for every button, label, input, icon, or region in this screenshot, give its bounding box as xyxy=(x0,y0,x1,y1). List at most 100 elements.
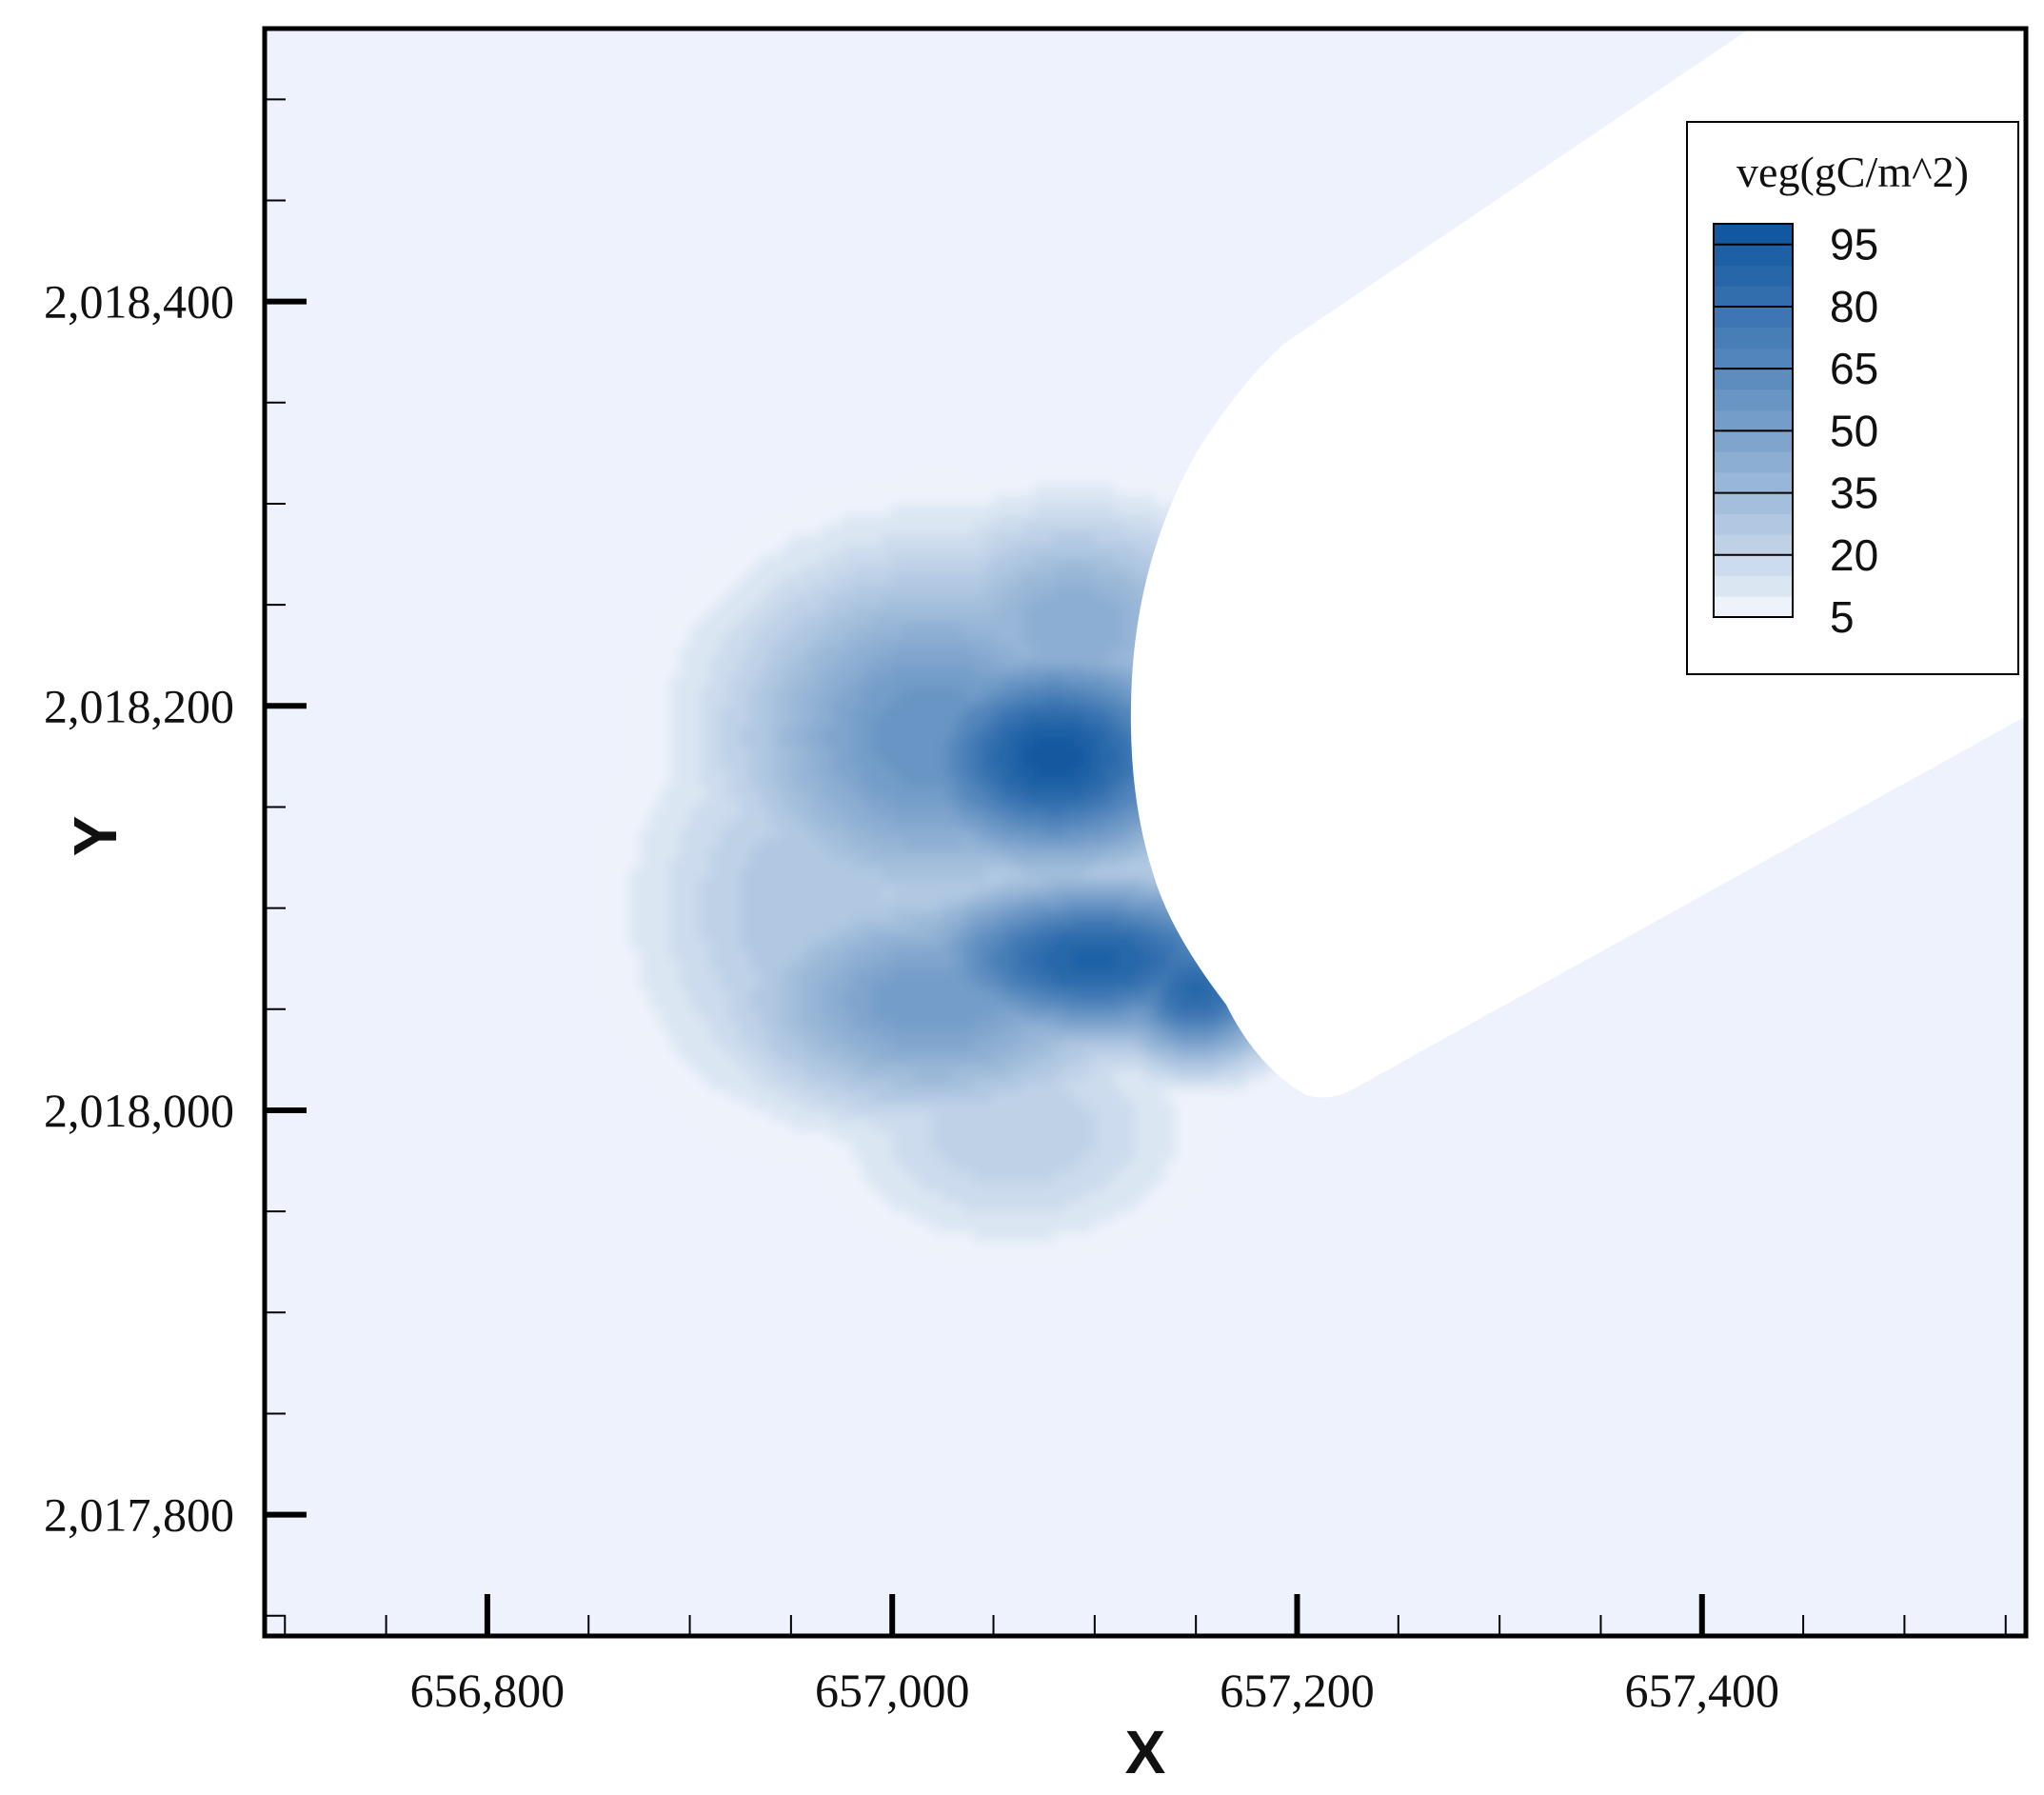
contour-cell xyxy=(953,1029,963,1040)
contour-cell xyxy=(1034,908,1044,919)
contour-cell xyxy=(619,999,629,1009)
contour-cell xyxy=(933,1070,943,1081)
contour-cell xyxy=(831,1060,842,1070)
contour-cell xyxy=(750,1121,761,1131)
contour-cell xyxy=(963,1181,974,1191)
contour-cell xyxy=(629,706,640,716)
contour-cell xyxy=(1095,716,1105,727)
contour-cell xyxy=(1176,1191,1186,1202)
contour-cell xyxy=(1023,968,1034,979)
contour-cell xyxy=(953,1100,963,1110)
contour-cell xyxy=(1095,959,1105,969)
contour-cell xyxy=(1044,666,1055,676)
contour-cell xyxy=(1034,615,1044,626)
contour-cell xyxy=(943,959,953,969)
contour-cell xyxy=(883,928,893,939)
contour-cell xyxy=(933,554,943,565)
contour-cell xyxy=(619,767,629,777)
contour-cell xyxy=(1084,524,1095,534)
contour-cell xyxy=(1206,1161,1217,1171)
contour-cell xyxy=(1044,808,1055,818)
contour-cell xyxy=(1156,464,1166,474)
contour-cell xyxy=(994,939,1004,949)
contour-cell xyxy=(619,898,629,908)
contour-cell xyxy=(1156,1161,1166,1171)
contour-cell xyxy=(1145,1009,1156,1020)
contour-cell xyxy=(1034,585,1044,595)
contour-cell xyxy=(690,1040,701,1050)
contour-cell xyxy=(649,686,660,696)
contour-cell xyxy=(791,595,802,606)
contour-cell xyxy=(1003,615,1014,626)
contour-cell xyxy=(1135,948,1145,959)
contour-cell xyxy=(923,888,933,898)
contour-cell xyxy=(994,898,1004,908)
contour-cell xyxy=(1105,908,1116,919)
contour-cell xyxy=(1064,534,1075,545)
contour-cell xyxy=(1034,1040,1044,1050)
contour-cell xyxy=(1014,1080,1024,1090)
contour-cell xyxy=(933,504,943,514)
contour-cell xyxy=(639,1040,649,1050)
contour-cell xyxy=(872,1130,883,1141)
contour-cell xyxy=(1095,1191,1105,1202)
contour-cell xyxy=(872,828,883,838)
contour-cell xyxy=(973,484,983,494)
contour-cell xyxy=(1125,878,1136,888)
contour-cell xyxy=(892,716,903,727)
contour-cell xyxy=(741,696,751,707)
contour-cell xyxy=(892,968,903,979)
contour-cell xyxy=(1105,767,1116,777)
contour-cell xyxy=(913,1080,923,1090)
contour-cell xyxy=(750,514,761,525)
contour-cell xyxy=(842,1060,852,1070)
contour-cell xyxy=(1075,808,1085,818)
contour-cell xyxy=(973,1040,983,1050)
contour-cell xyxy=(1084,767,1095,777)
contour-cell xyxy=(730,808,741,818)
contour-cell xyxy=(1145,989,1156,1000)
contour-cell xyxy=(741,878,751,888)
contour-cell xyxy=(750,524,761,534)
contour-cell xyxy=(700,1080,710,1090)
contour-cell xyxy=(842,493,852,504)
contour-cell xyxy=(1125,1161,1136,1171)
contour-cell xyxy=(994,959,1004,969)
contour-cell xyxy=(761,747,771,757)
contour-cell xyxy=(700,595,710,606)
contour-cell xyxy=(943,1090,953,1101)
contour-cell xyxy=(1023,1171,1034,1182)
contour-cell xyxy=(1075,554,1085,565)
contour-cell xyxy=(761,1090,771,1101)
contour-cell xyxy=(1023,595,1034,606)
contour-cell xyxy=(822,716,832,727)
contour-cell xyxy=(1034,1110,1044,1121)
contour-cell xyxy=(629,979,640,989)
contour-cell xyxy=(1034,1222,1044,1232)
contour-cell xyxy=(822,848,832,858)
contour-cell xyxy=(994,948,1004,959)
contour-cell xyxy=(1165,928,1176,939)
contour-cell xyxy=(953,756,963,767)
contour-cell xyxy=(771,979,782,989)
contour-cell xyxy=(933,848,943,858)
contour-cell xyxy=(690,595,701,606)
contour-cell xyxy=(883,635,893,646)
contour-cell xyxy=(771,1040,782,1050)
contour-cell xyxy=(811,817,822,828)
contour-cell xyxy=(750,706,761,716)
contour-cell xyxy=(771,939,782,949)
contour-cell xyxy=(700,959,710,969)
contour-cell xyxy=(822,696,832,707)
contour-cell xyxy=(994,696,1004,707)
contour-cell xyxy=(629,787,640,797)
contour-cell xyxy=(791,514,802,525)
contour-cell xyxy=(1003,878,1014,888)
contour-cell xyxy=(1014,736,1024,747)
contour-cell xyxy=(649,716,660,727)
contour-cell xyxy=(700,675,710,686)
contour-cell xyxy=(802,625,812,635)
contour-cell xyxy=(943,948,953,959)
contour-cell xyxy=(883,585,893,595)
contour-cell xyxy=(639,878,649,888)
